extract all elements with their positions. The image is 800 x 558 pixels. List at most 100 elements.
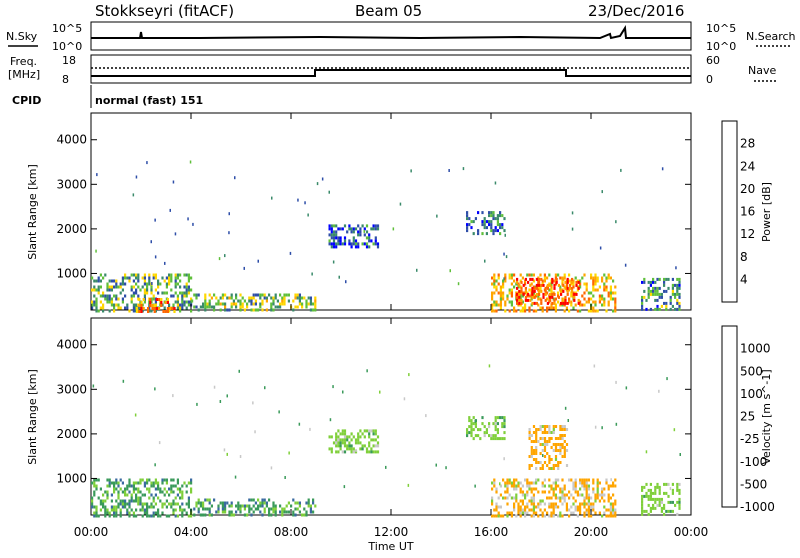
velocity-cell-4 [530, 508, 533, 512]
power-cell-5 [614, 285, 617, 289]
power-cell-6 [516, 286, 519, 290]
velocity-cell-0 [157, 481, 160, 485]
power-cell-0 [113, 294, 116, 298]
velocity-cell-0 [176, 493, 179, 497]
velocity-cell-4 [519, 481, 522, 485]
velocity-cell-0 [137, 481, 140, 485]
velocity-cell-0 [190, 481, 193, 485]
velocity-cell-2 [339, 447, 342, 451]
velocity-cell-5 [543, 440, 547, 443]
velocity-cell-4 [583, 505, 586, 509]
velocity-cell-4 [605, 508, 608, 512]
velocity-cell-0 [148, 505, 151, 509]
power-cell-7 [658, 307, 661, 311]
power-cell-7 [665, 304, 668, 308]
velocity-cell-4 [614, 514, 617, 518]
velocity-cell-0 [148, 490, 151, 494]
velocity-cell-0 [117, 484, 120, 488]
power-cell-7 [658, 292, 661, 296]
velocity-cell-0 [152, 484, 155, 488]
power-cell-0 [91, 303, 94, 307]
velocity-cell-6 [641, 506, 644, 510]
velocity-cell-0 [181, 484, 184, 488]
velocity-ytick-label: 2000 [56, 427, 87, 441]
power-cell-2 [287, 299, 290, 303]
power-cell-4 [492, 232, 495, 236]
velocity-cell-4 [574, 487, 577, 491]
velocity-cell-4 [493, 508, 496, 512]
power-cell-2 [294, 293, 297, 297]
velocity-cell-4 [530, 496, 533, 500]
nsky-trace [91, 24, 691, 40]
velocity-cell-1 [292, 513, 295, 517]
power-cell-0 [174, 285, 177, 289]
velocity-cell-0 [117, 490, 120, 494]
velocity-cell-0 [113, 505, 116, 509]
nsearch-tick-bottom: 10^0 [706, 40, 736, 53]
power-cell-5 [598, 285, 601, 289]
power-cell-6 [529, 298, 532, 302]
power-cell-0 [119, 306, 122, 310]
power-cell-3 [359, 233, 362, 237]
velocity-cell-0 [102, 493, 105, 497]
power-cell-6 [551, 295, 554, 299]
power-cell-5 [554, 303, 557, 307]
velocity-cell-5 [532, 431, 536, 434]
power-cell-5 [493, 291, 496, 295]
power-cell-5 [596, 276, 599, 280]
velocity-cell-4 [594, 499, 597, 503]
velocity-cell-4 [506, 490, 509, 494]
power-cell-0 [99, 279, 102, 283]
velocity-cell-5 [548, 467, 551, 470]
velocity-cell-4 [579, 487, 582, 491]
power-cell-0 [152, 297, 155, 301]
velocity-cell-3 [499, 416, 502, 420]
power-cell-5 [601, 303, 604, 307]
power-cell-0 [97, 309, 100, 313]
power-cell-6 [551, 277, 554, 281]
power-cell-0 [108, 285, 111, 289]
power-cell-5 [493, 273, 496, 277]
velocity-cell-0 [115, 511, 118, 515]
power-cell-6 [542, 295, 545, 299]
power-cell-2 [285, 293, 288, 297]
power-cell-0 [121, 279, 124, 283]
velocity-cell-4 [601, 493, 604, 497]
power-cell-3 [372, 227, 375, 231]
velocity-cell-4 [513, 496, 516, 500]
power-cell-4 [477, 229, 480, 233]
velocity-speck [355, 449, 357, 452]
power-ytick-label: 2000 [56, 222, 87, 236]
velocity-speck [298, 422, 301, 426]
power-cell-0 [110, 279, 113, 283]
velocity-cell-4 [598, 493, 601, 497]
power-cell-0 [190, 297, 193, 301]
power-cell-1 [136, 310, 139, 313]
power-cell-2 [296, 293, 299, 297]
velocity-cell-0 [139, 499, 142, 503]
power-cell-5 [508, 300, 511, 304]
velocity-cell-4 [528, 484, 531, 488]
velocity-cell-4 [493, 484, 496, 488]
power-cell-5 [521, 300, 524, 304]
velocity-speck [593, 364, 596, 368]
power-cell-6 [538, 292, 541, 296]
power-speck [332, 260, 335, 264]
velocity-cell-0 [119, 508, 122, 512]
velocity-cell-5 [541, 437, 544, 440]
power-cell-5 [565, 282, 568, 286]
power-cell-2 [215, 302, 218, 306]
velocity-cell-4 [546, 496, 549, 500]
power-cell-5 [528, 306, 531, 310]
velocity-cell-0 [161, 505, 164, 509]
velocity-cell-4 [587, 502, 590, 506]
velocity-cell-0 [124, 487, 127, 491]
velocity-cell-0 [124, 502, 127, 506]
power-cell-5 [495, 285, 498, 289]
velocity-cell-0 [115, 487, 118, 491]
power-cell-3 [335, 233, 338, 237]
velocity-cell-2 [341, 450, 344, 454]
power-cell-2 [254, 293, 257, 297]
power-cell-5 [513, 273, 516, 277]
velocity-speck [615, 380, 617, 384]
